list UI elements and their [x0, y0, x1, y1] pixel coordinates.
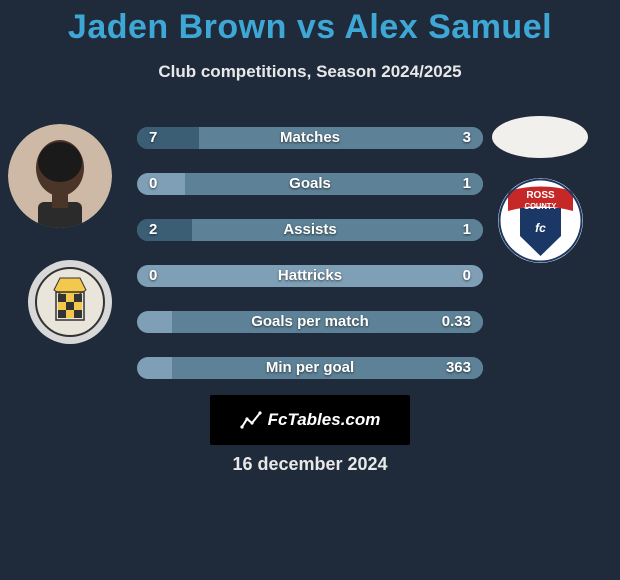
page-title: Jaden Brown vs Alex Samuel [0, 8, 620, 47]
source-badge: FcTables.com [210, 395, 410, 445]
bar-fill-left [137, 219, 192, 241]
bar-track [137, 219, 483, 241]
chart-icon [240, 409, 262, 431]
bar-fill-right [199, 127, 483, 149]
stat-row: Assists21 [137, 219, 483, 241]
bar-track [137, 357, 483, 379]
bar-track [137, 265, 483, 287]
player1-avatar [8, 124, 112, 228]
bar-track [137, 127, 483, 149]
source-label: FcTables.com [268, 410, 381, 430]
stat-row: Matches73 [137, 127, 483, 149]
svg-text:ROSS: ROSS [526, 190, 555, 201]
bar-track [137, 173, 483, 195]
stat-row: Hattricks00 [137, 265, 483, 287]
player2-club-crest: ROSS . . . COUNTY ROSS COUNTY ROSS COUNT… [498, 178, 583, 263]
subtitle: Club competitions, Season 2024/2025 [0, 62, 620, 82]
stat-row: Goals01 [137, 173, 483, 195]
comparison-card: Jaden Brown vs Alex Samuel Club competit… [0, 0, 620, 580]
stat-row: Min per goal363 [137, 357, 483, 379]
bar-fill-right [172, 357, 483, 379]
bar-fill-right [185, 173, 483, 195]
comparison-bars: Matches73 Goals01 Assists21 Hattricks00 Goal… [137, 127, 483, 403]
svg-text:fc: fc [535, 221, 546, 235]
stat-row: Goals per match0.33 [137, 311, 483, 333]
date-label: 16 december 2024 [0, 454, 620, 475]
bar-fill-right [192, 219, 483, 241]
bar-fill-left [137, 127, 199, 149]
player2-avatar [492, 116, 588, 158]
player1-club-crest [28, 260, 112, 344]
bar-track [137, 311, 483, 333]
bar-fill-right [172, 311, 483, 333]
svg-text:COUNTY: COUNTY [525, 201, 557, 210]
